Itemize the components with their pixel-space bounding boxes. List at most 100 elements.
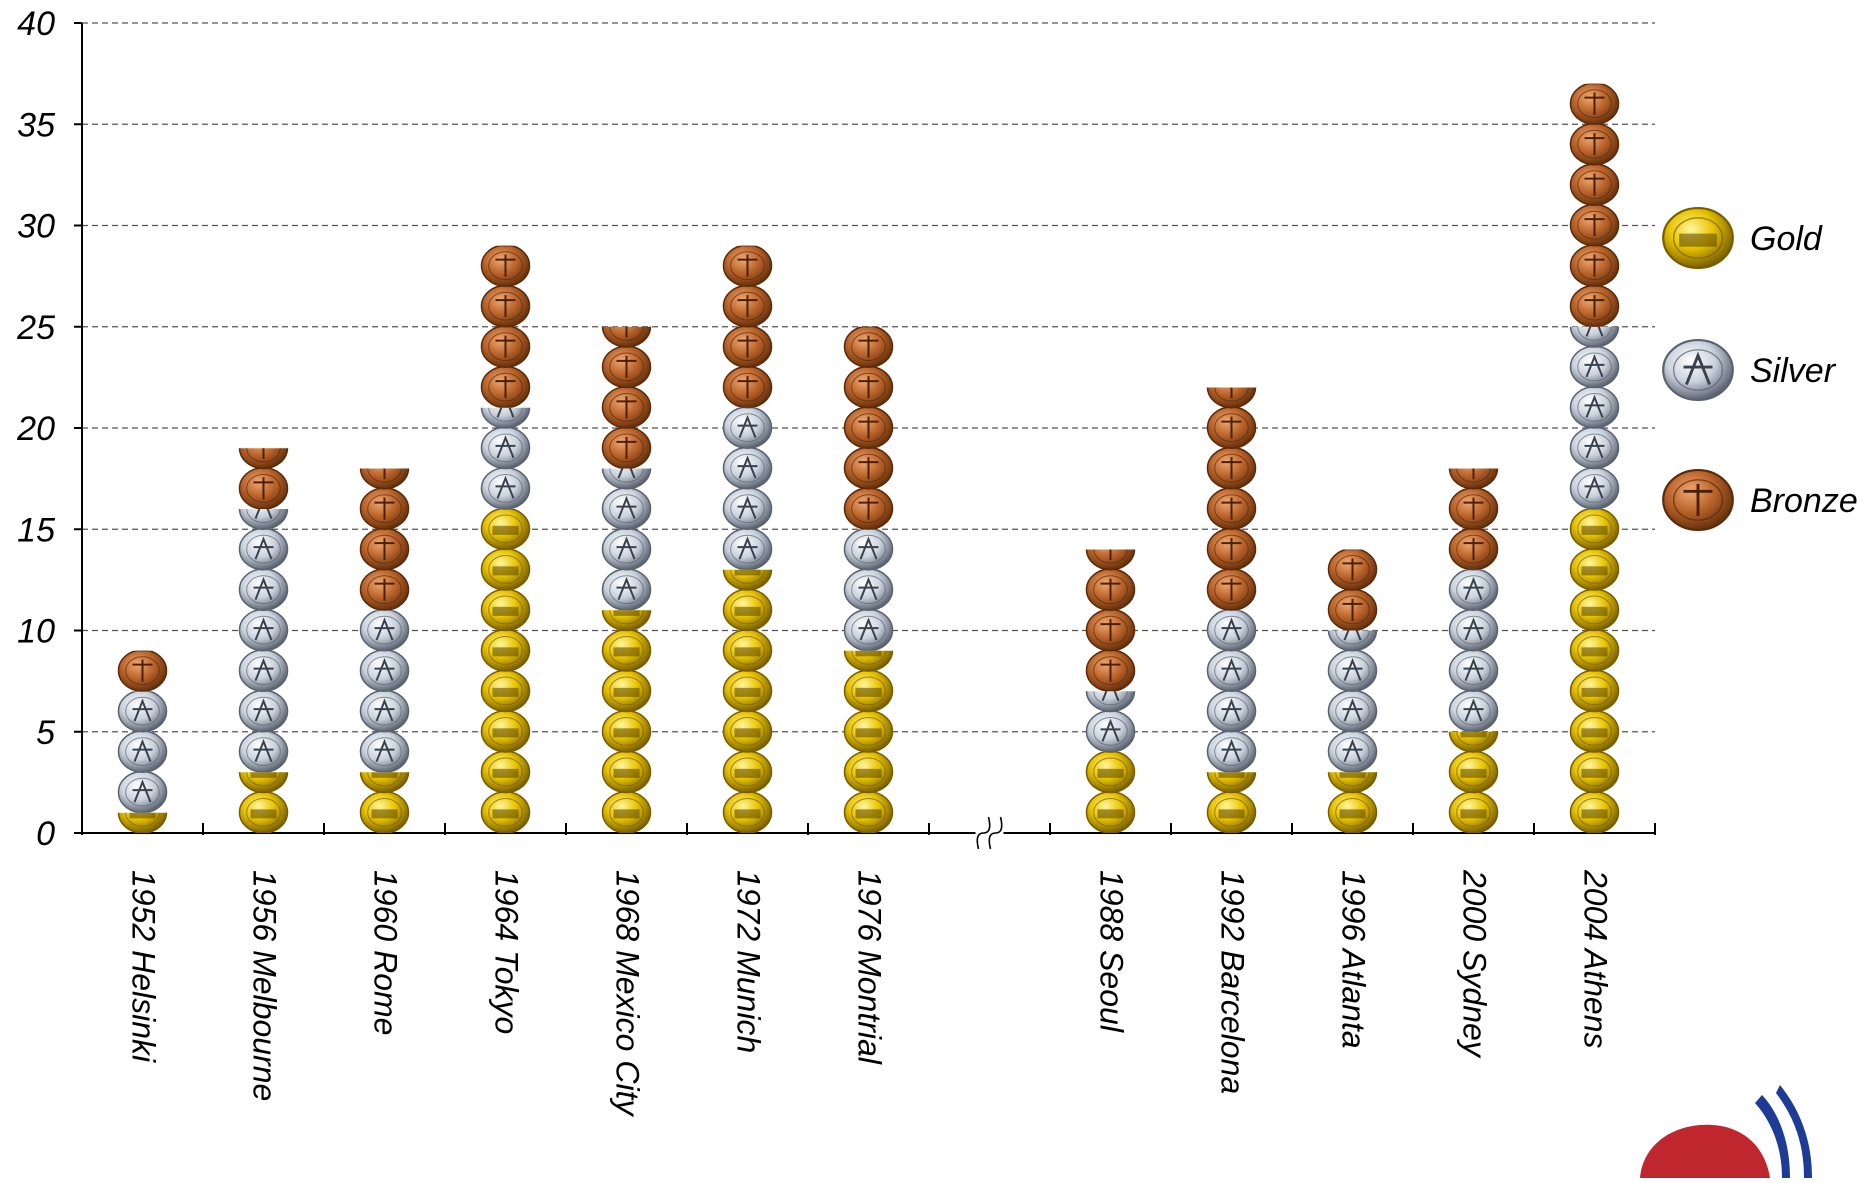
bronze-medal-icon bbox=[722, 284, 773, 328]
bronze-medal-icon bbox=[722, 365, 773, 408]
gold-medal-icon bbox=[722, 790, 773, 833]
x-tick-label: 1956 Melbourne bbox=[247, 870, 283, 1101]
silver-medal-icon bbox=[1327, 649, 1378, 692]
x-tick-label: 1996 Atlanta bbox=[1336, 870, 1372, 1049]
silver-medal-icon bbox=[480, 466, 531, 509]
silver-medal-icon bbox=[1206, 610, 1257, 652]
bronze-medal-icon bbox=[117, 650, 168, 692]
x-tick-label: 1964 Tokyo bbox=[489, 870, 525, 1034]
silver-medal-icon bbox=[1327, 730, 1378, 773]
gold-medal-icon bbox=[1448, 731, 1499, 753]
gold-medal-icon bbox=[117, 812, 168, 833]
bronze-medal-icon bbox=[238, 466, 289, 509]
bar-segment-silver bbox=[1327, 630, 1378, 773]
bronze-medal-icon bbox=[843, 365, 894, 409]
silver-medal-icon bbox=[1569, 466, 1620, 509]
silver-medal-icon bbox=[238, 649, 289, 692]
legend: Gold Silver Bronze bbox=[1662, 206, 1858, 532]
bar-segment-silver bbox=[117, 691, 168, 813]
bar-segment-bronze bbox=[1085, 549, 1136, 692]
gold-medal-icon bbox=[480, 750, 531, 794]
bar-segment-gold bbox=[1085, 752, 1136, 833]
x-tick-label: 2004 Athens bbox=[1578, 869, 1614, 1049]
silver-medal-icon bbox=[722, 527, 773, 570]
bar-segment-gold bbox=[601, 610, 652, 833]
gold-medal-icon bbox=[601, 669, 652, 713]
gold-medal-icon bbox=[480, 709, 531, 753]
silver-medal-icon bbox=[238, 509, 289, 530]
bar-segment-silver bbox=[601, 468, 652, 611]
bar-segment-bronze bbox=[722, 245, 773, 408]
bronze-medal-icon bbox=[1327, 549, 1378, 591]
bar-segment-silver bbox=[1085, 691, 1136, 752]
medal-stack bbox=[359, 468, 410, 833]
bar-segment-gold bbox=[1448, 731, 1499, 833]
bronze-medal-icon bbox=[1085, 608, 1136, 652]
legend-label: Bronze bbox=[1750, 482, 1858, 520]
gridlines bbox=[82, 22, 1655, 733]
bar-segment-bronze bbox=[1448, 468, 1499, 570]
silver-medal-icon bbox=[238, 568, 289, 611]
gold-medal-icon bbox=[722, 750, 773, 794]
legend-label: Silver bbox=[1750, 352, 1837, 390]
x-tick-label: 1988 Seoul bbox=[1094, 870, 1130, 1033]
gold-medal-icon bbox=[1569, 669, 1620, 713]
gold-medal-icon bbox=[1085, 752, 1136, 794]
silver-medal-icon bbox=[359, 649, 410, 692]
gold-medal-icon bbox=[1448, 790, 1499, 833]
silver-medal-icon bbox=[1448, 608, 1499, 652]
medal-stack bbox=[238, 448, 289, 833]
silver-medal-icon bbox=[480, 407, 531, 429]
gold-medal-icon bbox=[480, 509, 531, 551]
silver-medal-icon bbox=[1327, 689, 1378, 733]
medal-stack bbox=[722, 245, 773, 833]
silver-medal-icon bbox=[1085, 709, 1136, 752]
axis-break-mark bbox=[988, 816, 1003, 850]
gold-medal-icon bbox=[601, 610, 652, 632]
gold-medal-icon bbox=[843, 709, 894, 753]
bar-segment-bronze bbox=[238, 448, 289, 509]
bronze-medal-icon bbox=[1206, 406, 1257, 449]
bronze-medal-icon bbox=[843, 406, 894, 449]
bronze-medal-icon bbox=[1327, 588, 1378, 631]
bronze-medal-icon bbox=[359, 487, 410, 530]
x-tick-label: 1968 Mexico City bbox=[610, 870, 646, 1117]
silver-medal-icon bbox=[601, 527, 652, 571]
bar-segment-silver bbox=[843, 529, 894, 651]
medal-stack bbox=[1327, 549, 1378, 833]
olympic-committee-logo bbox=[1640, 1085, 1812, 1178]
bar-segment-gold bbox=[359, 772, 410, 833]
bar-segment-gold bbox=[843, 650, 894, 833]
gold-medal-icon bbox=[843, 790, 894, 833]
bar-segment-silver bbox=[1206, 610, 1257, 773]
gold-medal-icon bbox=[843, 750, 894, 794]
silver-medal-icon bbox=[1569, 326, 1620, 348]
gold-medal-icon bbox=[238, 790, 289, 833]
silver-medal-icon bbox=[1448, 649, 1499, 692]
bar-segment-gold bbox=[480, 509, 531, 833]
medal-stack bbox=[1085, 549, 1136, 833]
x-tick-label: 1960 Rome bbox=[368, 870, 404, 1035]
bronze-medal-icon bbox=[601, 426, 652, 469]
bar-segment-bronze bbox=[1206, 387, 1257, 611]
bar-segment-silver bbox=[722, 407, 773, 570]
bronze-medal-icon bbox=[1448, 487, 1499, 530]
x-tick-label: 1952 Helsinki bbox=[126, 870, 162, 1063]
bronze-medal-icon bbox=[601, 385, 652, 429]
bar-segment-bronze bbox=[601, 326, 652, 469]
axis-break-mark bbox=[976, 816, 991, 850]
gold-medal-icon bbox=[1569, 588, 1620, 632]
gold-medal-icon bbox=[1569, 790, 1620, 833]
bar-segment-gold bbox=[1327, 772, 1378, 833]
gold-medal-icon bbox=[480, 669, 531, 713]
bronze-medal-icon bbox=[843, 487, 894, 530]
legend-item-silver: Silver bbox=[1662, 338, 1837, 402]
y-tick-label: 5 bbox=[36, 714, 55, 752]
y-tick-label: 15 bbox=[17, 511, 55, 549]
gold-medal-icon bbox=[1569, 750, 1620, 794]
bar-segment-gold bbox=[238, 772, 289, 833]
bronze-medal-icon bbox=[238, 448, 289, 470]
bronze-medal-icon bbox=[1588, 83, 1601, 85]
